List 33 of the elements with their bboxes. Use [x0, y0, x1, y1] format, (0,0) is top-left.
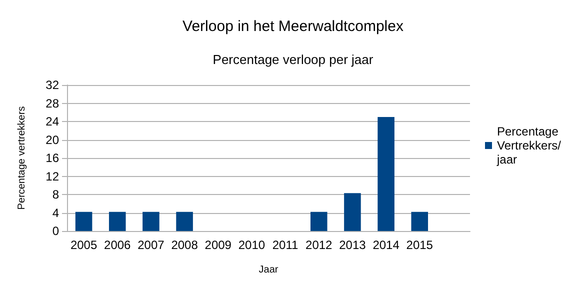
x-tick-label: 2005 — [70, 238, 98, 252]
x-tick-label: 2013 — [339, 238, 366, 252]
y-tick-label: 20 — [46, 132, 60, 147]
x-tick-label: 2012 — [306, 238, 333, 252]
y-tick-label: 12 — [46, 169, 60, 184]
bar — [411, 212, 428, 231]
bar — [344, 193, 361, 231]
x-tick-label: 2014 — [372, 238, 400, 252]
x-tick-label: 2006 — [104, 238, 132, 252]
bar — [75, 212, 92, 231]
y-tick-label: 16 — [46, 151, 60, 165]
x-tick-label: 2015 — [406, 238, 434, 252]
bar — [142, 212, 160, 231]
y-tick-label: 32 — [46, 78, 60, 92]
x-tick-label: 2008 — [171, 238, 198, 252]
x-tick-label: 2010 — [238, 238, 266, 252]
bar — [378, 116, 394, 231]
x-tick-label: 2007 — [138, 238, 165, 252]
chart-title: Verloop in het Meerwaldtcomplex — [182, 18, 404, 35]
x-tick-label: 2011 — [272, 238, 299, 252]
y-tick-label: 0 — [52, 224, 60, 238]
chart-subtitle: Percentage verloop per jaar — [212, 52, 374, 67]
bar — [108, 212, 126, 231]
y-tick-label: 8 — [52, 188, 60, 202]
bar — [310, 212, 328, 231]
y-axis-title: Percentage vertrekkers — [16, 106, 28, 210]
bar — [176, 212, 193, 231]
y-tick-label: 4 — [52, 206, 60, 220]
y-tick-label: 28 — [46, 96, 60, 110]
legend-label: Percentage Vertrekkers/ jaar — [496, 124, 564, 166]
x-tick-label: 2009 — [204, 238, 232, 252]
y-tick-label: 24 — [46, 114, 60, 128]
x-axis-title: Jaar — [258, 264, 279, 276]
